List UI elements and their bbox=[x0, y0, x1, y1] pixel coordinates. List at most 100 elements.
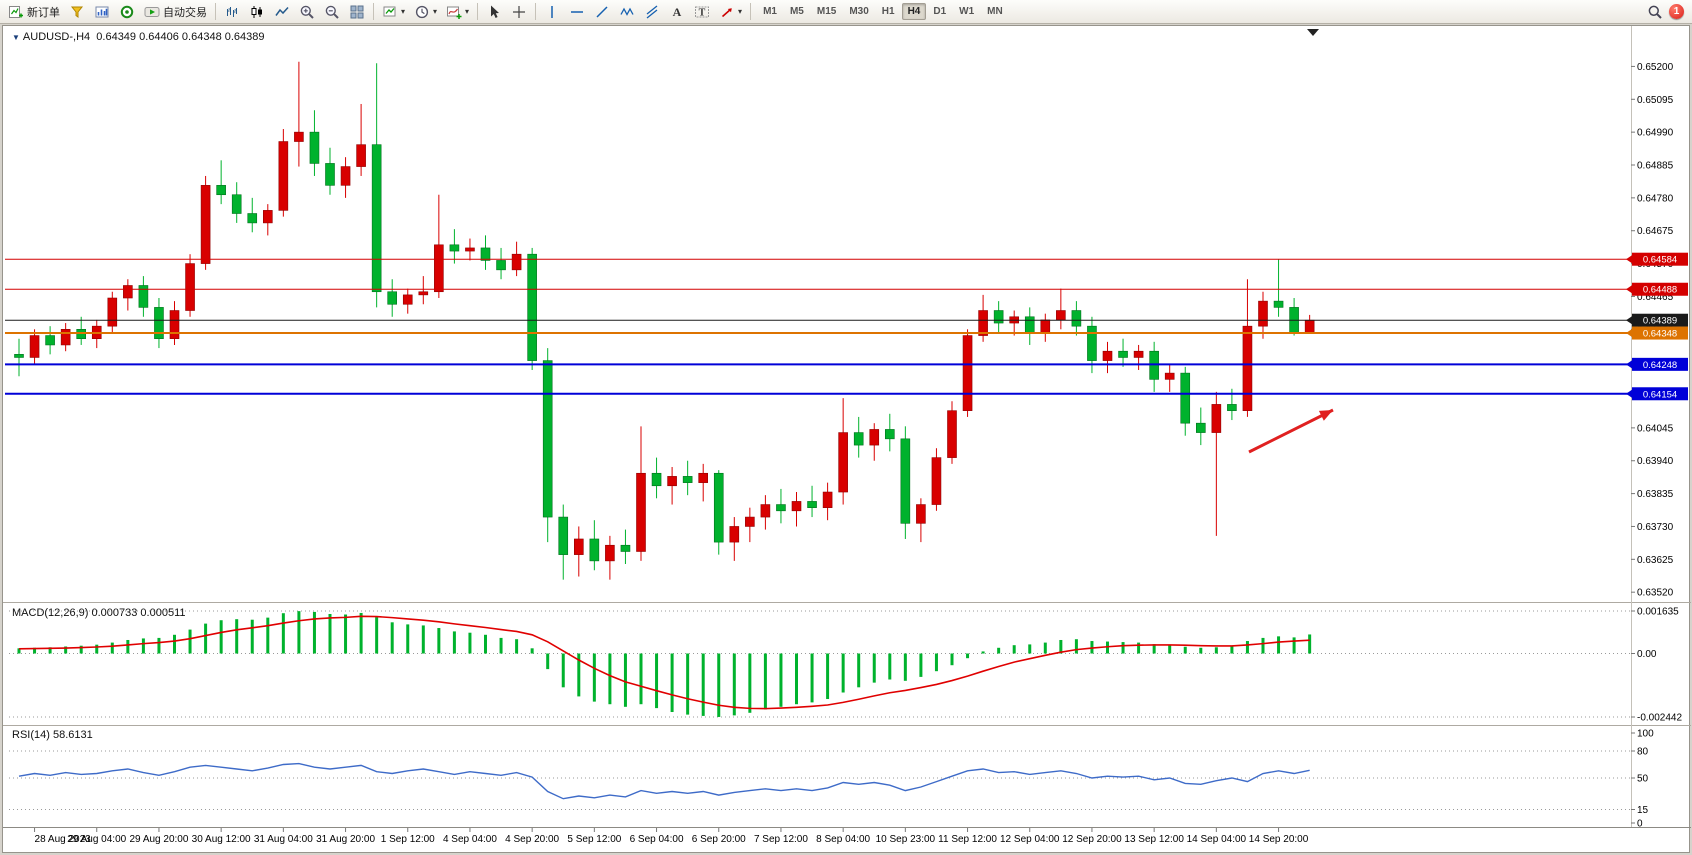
notification-badge[interactable]: 1 bbox=[1669, 4, 1684, 19]
macd-histogram-bar bbox=[1214, 647, 1218, 654]
time-label: 29 Aug 04:00 bbox=[67, 834, 126, 845]
macd-histogram-bar bbox=[1308, 634, 1312, 654]
macd-axis-label: 0.001635 bbox=[1637, 607, 1679, 618]
macd-histogram-bar bbox=[173, 634, 176, 654]
macd-histogram-bar bbox=[219, 620, 223, 654]
cursor-tool-button[interactable] bbox=[482, 1, 506, 23]
candle-down bbox=[138, 285, 149, 308]
macd-histogram-bar bbox=[732, 653, 736, 716]
macd-histogram-bar bbox=[763, 653, 767, 710]
main-toolbar: 新订单 自动交易 bbox=[0, 0, 1692, 24]
channel-tool[interactable] bbox=[640, 1, 664, 23]
macd-histogram-bar bbox=[110, 642, 114, 654]
timeframe-button-mn[interactable]: MN bbox=[987, 6, 1003, 17]
candle-up bbox=[605, 544, 615, 562]
autotrading-button[interactable]: 自动交易 bbox=[140, 1, 211, 23]
candle-down bbox=[620, 544, 631, 552]
chart-window[interactable]: 0.65200 0.65095 0.64990 0.64885 0.64780 0.646… bbox=[2, 25, 1691, 853]
levels-layer[interactable] bbox=[5, 258, 1631, 395]
trendline-tool[interactable] bbox=[590, 1, 614, 23]
timeframe-button-m30[interactable]: M30 bbox=[849, 6, 869, 17]
zoom-in-button[interactable] bbox=[295, 1, 319, 23]
zoom-out-button[interactable] bbox=[320, 1, 344, 23]
wave-tool[interactable] bbox=[615, 1, 639, 23]
macd-histogram-bar bbox=[1245, 641, 1249, 654]
bar-chart-button[interactable] bbox=[220, 1, 244, 23]
timeframe-button-h4[interactable]: H4 bbox=[901, 3, 927, 20]
time-label: 12 Sep 04:00 bbox=[1000, 834, 1060, 845]
macd-histogram-bar bbox=[1277, 636, 1281, 654]
rsi-panel: 100 80 50 15 0 bbox=[9, 729, 1654, 830]
data-window-button[interactable] bbox=[115, 1, 139, 23]
toolbar-separator bbox=[477, 3, 479, 20]
chart-canvas[interactable]: 0.65200 0.65095 0.64990 0.64885 0.64780 0.646… bbox=[3, 26, 1691, 852]
horizontal-line-tool[interactable] bbox=[565, 1, 589, 23]
rsi-name: RSI(14) bbox=[12, 729, 50, 741]
vertical-line-tool[interactable] bbox=[540, 1, 564, 23]
time-label: 7 Sep 12:00 bbox=[754, 834, 808, 845]
candle-up bbox=[340, 166, 351, 186]
macd-histogram-bar bbox=[1183, 646, 1187, 654]
search-icon[interactable] bbox=[1647, 4, 1663, 20]
text-tool-icon: A bbox=[673, 5, 682, 19]
macd-histogram-bar bbox=[1043, 642, 1047, 654]
profiles-button[interactable] bbox=[65, 1, 89, 23]
tile-windows-button[interactable] bbox=[345, 1, 369, 23]
price-tick-label: 0.64465 bbox=[1637, 292, 1674, 303]
tile-windows-icon bbox=[350, 5, 364, 18]
new-chart-dropdown[interactable]: ▾ bbox=[378, 1, 409, 23]
chevron-down-icon: ▾ bbox=[738, 6, 743, 16]
candle-up bbox=[1164, 372, 1175, 380]
indicators-dropdown[interactable]: ▾ bbox=[442, 1, 473, 23]
new-order-button[interactable]: 新订单 bbox=[4, 1, 64, 23]
new-order-label: 新订单 bbox=[27, 6, 60, 19]
market-watch-button[interactable] bbox=[90, 1, 114, 23]
macd-axis-label: -0.002442 bbox=[1637, 713, 1682, 724]
macd-histogram-bar bbox=[157, 637, 161, 654]
arrows-dropdown[interactable]: ▾ bbox=[715, 1, 746, 23]
price-axis[interactable]: 0.65200 0.65095 0.64990 0.64885 0.64780 0.646… bbox=[1626, 62, 1688, 599]
macd-histogram-bar bbox=[670, 653, 674, 713]
price-tag bbox=[1632, 313, 1688, 327]
arrow-annotation[interactable] bbox=[1248, 408, 1334, 454]
macd-histogram-bar bbox=[1292, 637, 1296, 654]
macd-histogram-bar bbox=[48, 647, 52, 654]
price-tag-label: 0.64248 bbox=[1643, 360, 1677, 371]
timeframe-button-m5[interactable]: M5 bbox=[789, 6, 804, 17]
label-tool[interactable]: T bbox=[690, 1, 714, 23]
candle-up bbox=[465, 247, 475, 252]
macd-histogram-bar bbox=[79, 645, 83, 654]
macd-histogram-bar bbox=[64, 646, 68, 654]
timeframe-button-w1[interactable]: W1 bbox=[959, 6, 975, 17]
clock-icon bbox=[415, 5, 429, 18]
timeframe-button-m1[interactable]: M1 bbox=[763, 6, 777, 17]
rsi-line bbox=[18, 762, 1310, 800]
candle-up bbox=[123, 285, 133, 299]
timeframe-button-m15[interactable]: M15 bbox=[816, 6, 837, 17]
candle-up bbox=[107, 297, 118, 327]
candlestick-chart-icon bbox=[251, 5, 262, 18]
trend-arrow-line[interactable] bbox=[1248, 408, 1334, 454]
price-tick-label: 0.63520 bbox=[1637, 588, 1674, 599]
macd-values: 0.000733 0.000511 bbox=[91, 607, 186, 619]
price-tag-label: 0.64348 bbox=[1643, 329, 1677, 340]
candlestick-chart-button[interactable] bbox=[245, 1, 269, 23]
macd-histogram-bar bbox=[530, 648, 534, 654]
price-tag bbox=[1632, 282, 1688, 296]
timeframe-button-h1[interactable]: H1 bbox=[881, 6, 895, 17]
crosshair-tool-button[interactable] bbox=[507, 1, 531, 23]
one-click-trading-toggle[interactable]: ▼ bbox=[12, 33, 20, 42]
periods-dropdown[interactable]: ▾ bbox=[410, 1, 441, 23]
candle-down bbox=[496, 260, 506, 271]
label-tool-icon: T bbox=[695, 6, 710, 18]
text-tool[interactable]: A bbox=[665, 1, 689, 23]
macd-histogram-bar bbox=[779, 653, 783, 707]
line-chart-button[interactable] bbox=[270, 1, 294, 23]
timeframe-button-d1[interactable]: D1 bbox=[933, 6, 947, 17]
macd-histogram-bar bbox=[950, 653, 954, 666]
price-tag-notch bbox=[1626, 389, 1632, 398]
candle-down bbox=[45, 335, 55, 346]
candle-up bbox=[511, 253, 522, 271]
time-label: 4 Sep 04:00 bbox=[443, 834, 497, 845]
